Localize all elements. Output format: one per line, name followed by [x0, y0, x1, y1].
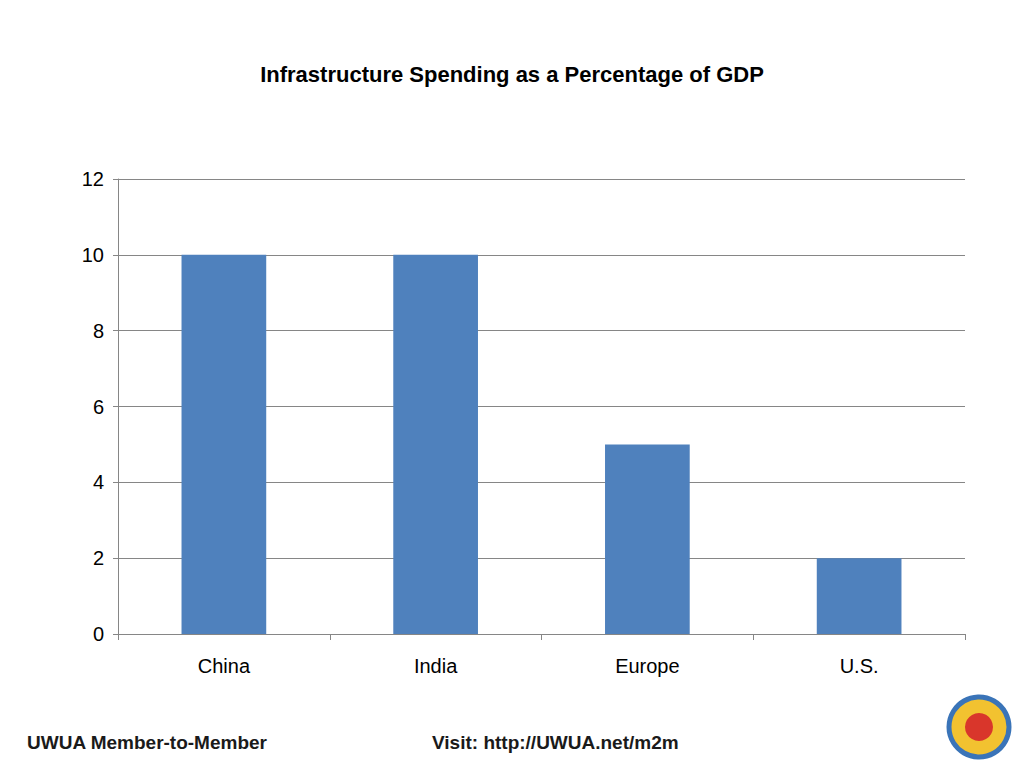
- svg-text:India: India: [414, 655, 458, 677]
- svg-text:Infrastructure Spending as a P: Infrastructure Spending as a Percentage …: [260, 62, 764, 87]
- svg-text:U.S.: U.S.: [840, 655, 879, 677]
- svg-text:10: 10: [82, 244, 104, 266]
- svg-text:UWUA Member-to-Member: UWUA Member-to-Member: [27, 732, 268, 753]
- svg-text:8: 8: [93, 320, 104, 342]
- svg-text:2: 2: [93, 547, 104, 569]
- svg-text:4: 4: [93, 471, 104, 493]
- svg-text:China: China: [198, 655, 251, 677]
- svg-text:Europe: Europe: [615, 655, 680, 677]
- svg-text:0: 0: [93, 623, 104, 645]
- svg-text:Visit: http://UWUA.net/m2m: Visit: http://UWUA.net/m2m: [432, 732, 679, 753]
- svg-text:12: 12: [82, 168, 104, 190]
- svg-text:6: 6: [93, 396, 104, 418]
